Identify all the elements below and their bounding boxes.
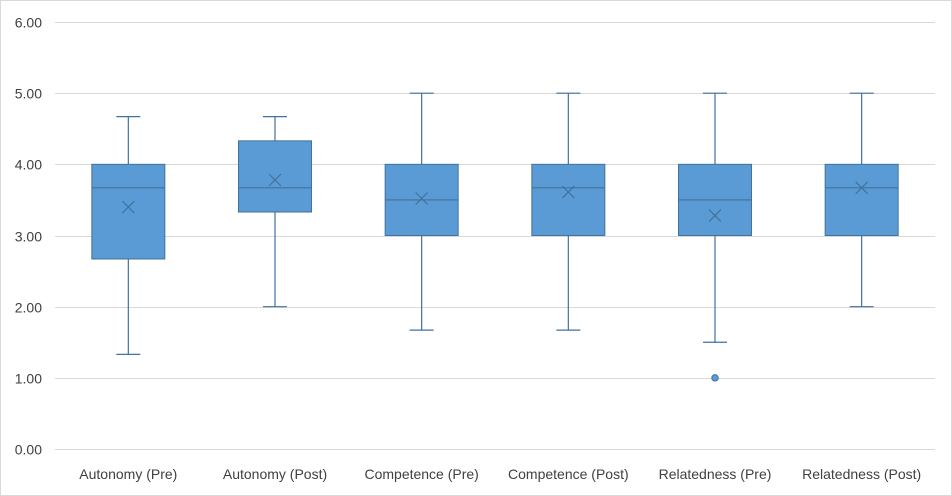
gridlines — [55, 22, 935, 450]
box-group — [531, 92, 606, 331]
y-tick-label: 2.00 — [15, 300, 42, 316]
x-category-label: Competence (Pre) — [364, 466, 478, 482]
x-category-label: Relatedness (Pre) — [659, 466, 772, 482]
mean-marker — [855, 181, 869, 195]
box-iqr — [91, 163, 166, 260]
x-category-label: Autonomy (Pre) — [79, 466, 177, 482]
x-category-label: Autonomy (Post) — [223, 466, 327, 482]
box-group — [91, 116, 166, 355]
y-tick-label: 3.00 — [15, 229, 42, 245]
mean-marker — [415, 192, 429, 205]
y-tick-label: 6.00 — [15, 15, 42, 31]
y-tick-label: 4.00 — [15, 157, 42, 173]
box-group — [678, 92, 752, 382]
x-axis-labels: Autonomy (Pre) Autonomy (Post) Competence … — [79, 466, 921, 482]
mean-marker — [708, 209, 722, 222]
box-iqr — [824, 163, 899, 236]
box-group — [824, 92, 899, 308]
mean-marker — [121, 200, 135, 214]
y-axis-ticks: 0.00 1.00 2.00 3.00 4.00 5.00 6.00 — [15, 15, 42, 458]
box-group — [238, 116, 312, 308]
mean-marker — [561, 185, 575, 199]
boxes — [91, 92, 899, 382]
y-tick-label: 5.00 — [15, 86, 42, 102]
x-category-label: Competence (Post) — [508, 466, 629, 482]
box-iqr — [531, 163, 606, 236]
y-tick-label: 0.00 — [15, 442, 42, 458]
mean-marker — [268, 173, 282, 187]
box-iqr — [238, 140, 312, 213]
outlier-point — [711, 374, 719, 382]
y-tick-label: 1.00 — [15, 371, 42, 387]
box-group — [384, 92, 459, 331]
x-category-label: Relatedness (Post) — [802, 466, 921, 482]
